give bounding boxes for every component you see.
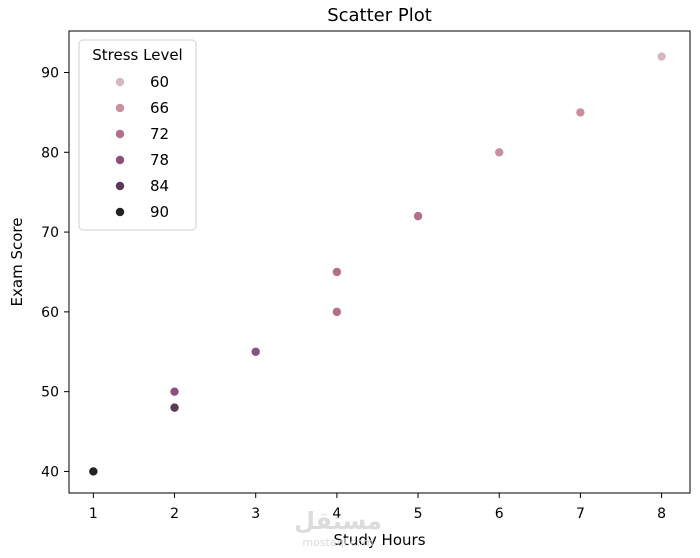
legend-label: 60 xyxy=(150,73,169,91)
y-tick-label: 90 xyxy=(41,65,59,81)
x-axis-ticks: 1 2 3 4 5 6 7 8 xyxy=(89,493,666,522)
x-tick-label: 1 xyxy=(89,506,98,522)
x-axis-label: Study Hours xyxy=(333,531,425,549)
y-axis-ticks: 40 50 60 70 80 90 xyxy=(41,65,69,480)
y-axis-label: Exam Score xyxy=(8,218,26,307)
scatter-point xyxy=(169,386,180,397)
legend-label: 66 xyxy=(150,99,169,117)
legend-marker xyxy=(115,77,126,88)
y-tick-label: 40 xyxy=(41,464,59,480)
legend-label: 90 xyxy=(150,203,169,221)
watermark-sub: mostaql.com xyxy=(302,536,373,549)
legend-box xyxy=(78,39,197,231)
y-tick-label: 70 xyxy=(41,225,59,241)
watermark: مستقل mostaql.com xyxy=(294,507,382,549)
x-tick-label: 8 xyxy=(657,506,666,522)
x-tick-label: 6 xyxy=(495,506,504,522)
scatter-point xyxy=(331,306,342,317)
y-tick-label: 60 xyxy=(41,305,59,321)
legend-label: 84 xyxy=(150,177,169,195)
legend-marker xyxy=(115,180,126,191)
plot-frame xyxy=(68,30,691,494)
scatter-point xyxy=(494,147,505,158)
legend-marker xyxy=(115,128,126,139)
legend-marker xyxy=(115,103,126,114)
legend: Stress Level 60 66 72 78 84 90 xyxy=(78,39,197,231)
scatter-point xyxy=(169,402,180,413)
scatter-point xyxy=(413,211,424,222)
legend-title: Stress Level xyxy=(92,46,182,64)
watermark-main: مستقل xyxy=(294,507,382,535)
y-tick-label: 80 xyxy=(41,145,59,161)
scatter-point xyxy=(88,466,99,477)
legend-marker xyxy=(115,154,126,165)
scatter-point xyxy=(656,51,667,62)
x-tick-label: 7 xyxy=(576,506,585,522)
scatter-point xyxy=(331,266,342,277)
legend-marker xyxy=(115,206,126,217)
legend-items: 60 66 72 78 84 90 xyxy=(115,73,169,221)
scatter-point xyxy=(250,346,261,357)
scatter-point xyxy=(575,107,586,118)
x-tick-label: 2 xyxy=(170,506,179,522)
y-tick-label: 50 xyxy=(41,385,59,401)
legend-label: 72 xyxy=(150,125,169,143)
x-tick-label: 4 xyxy=(332,506,341,522)
x-tick-label: 3 xyxy=(251,506,260,522)
chart-title: Scatter Plot xyxy=(327,5,432,26)
legend-label: 78 xyxy=(150,151,169,169)
x-tick-label: 5 xyxy=(414,506,423,522)
scatter-points xyxy=(88,51,667,477)
